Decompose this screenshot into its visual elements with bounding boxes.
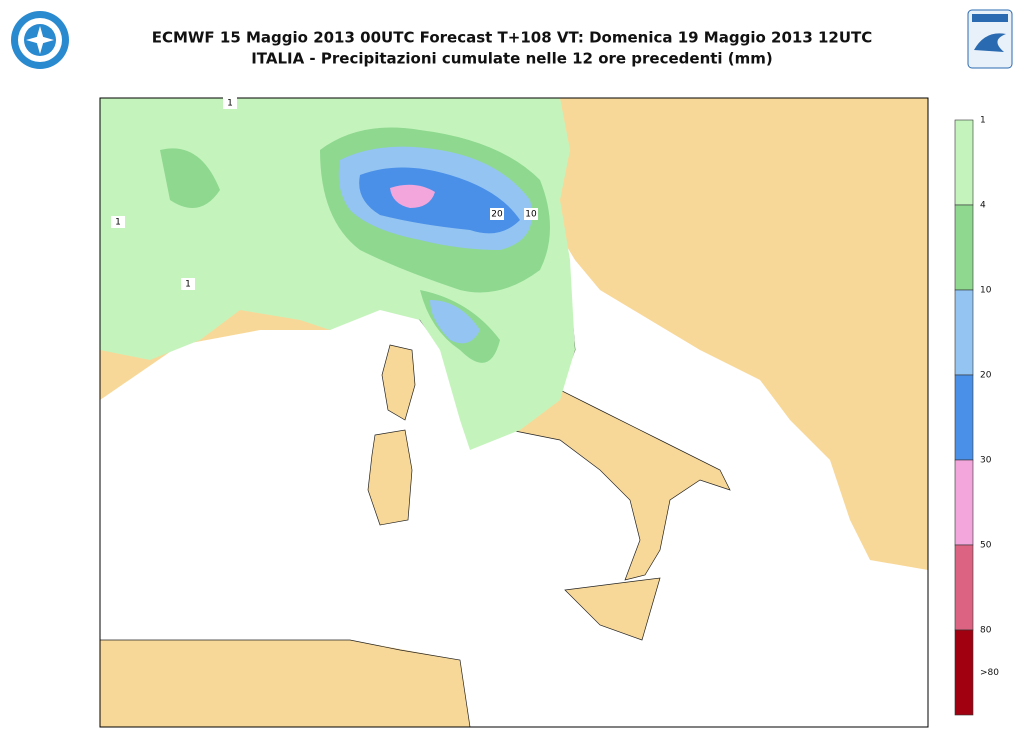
legend-label: 20 [980,371,992,381]
legend-swatch [954,119,974,206]
title: ECMWF 15 Maggio 2013 00UTC Forecast T+10… [152,29,873,47]
legend-label: 80 [980,626,992,636]
legend: 1 4 10 20 30 50 80 >80 [954,116,999,716]
legend-label: 30 [980,456,992,466]
contour-label-bg [111,216,125,228]
legend-swatch [954,289,974,376]
contour-label-bg [181,278,195,290]
legend-label: 4 [980,201,986,211]
contour-label-bg [223,97,237,109]
contour-label-bg [490,208,504,220]
subtitle: ITALIA - Precipitazioni cumulate nelle 1… [251,50,773,68]
legend-swatch [954,629,974,716]
contour-label: 20 [491,210,503,220]
legend-label: 1 [980,116,986,126]
contour-label: 1 [185,280,191,290]
legend-label: 50 [980,541,992,551]
contour-label: 10 [525,210,537,220]
map: 1 1 1 20 10 [99,97,929,728]
legend-swatch [954,374,974,461]
legend-label: >80 [980,668,999,678]
legend-swatch [954,204,974,291]
contour-label: 1 [227,99,233,109]
logo-right [967,9,1013,69]
legend-swatch [954,544,974,631]
contour-label-bg [524,208,538,220]
logo-left [11,11,69,69]
legend-label: 10 [980,286,992,296]
legend-swatch [954,459,974,546]
contour-label: 1 [115,218,121,228]
